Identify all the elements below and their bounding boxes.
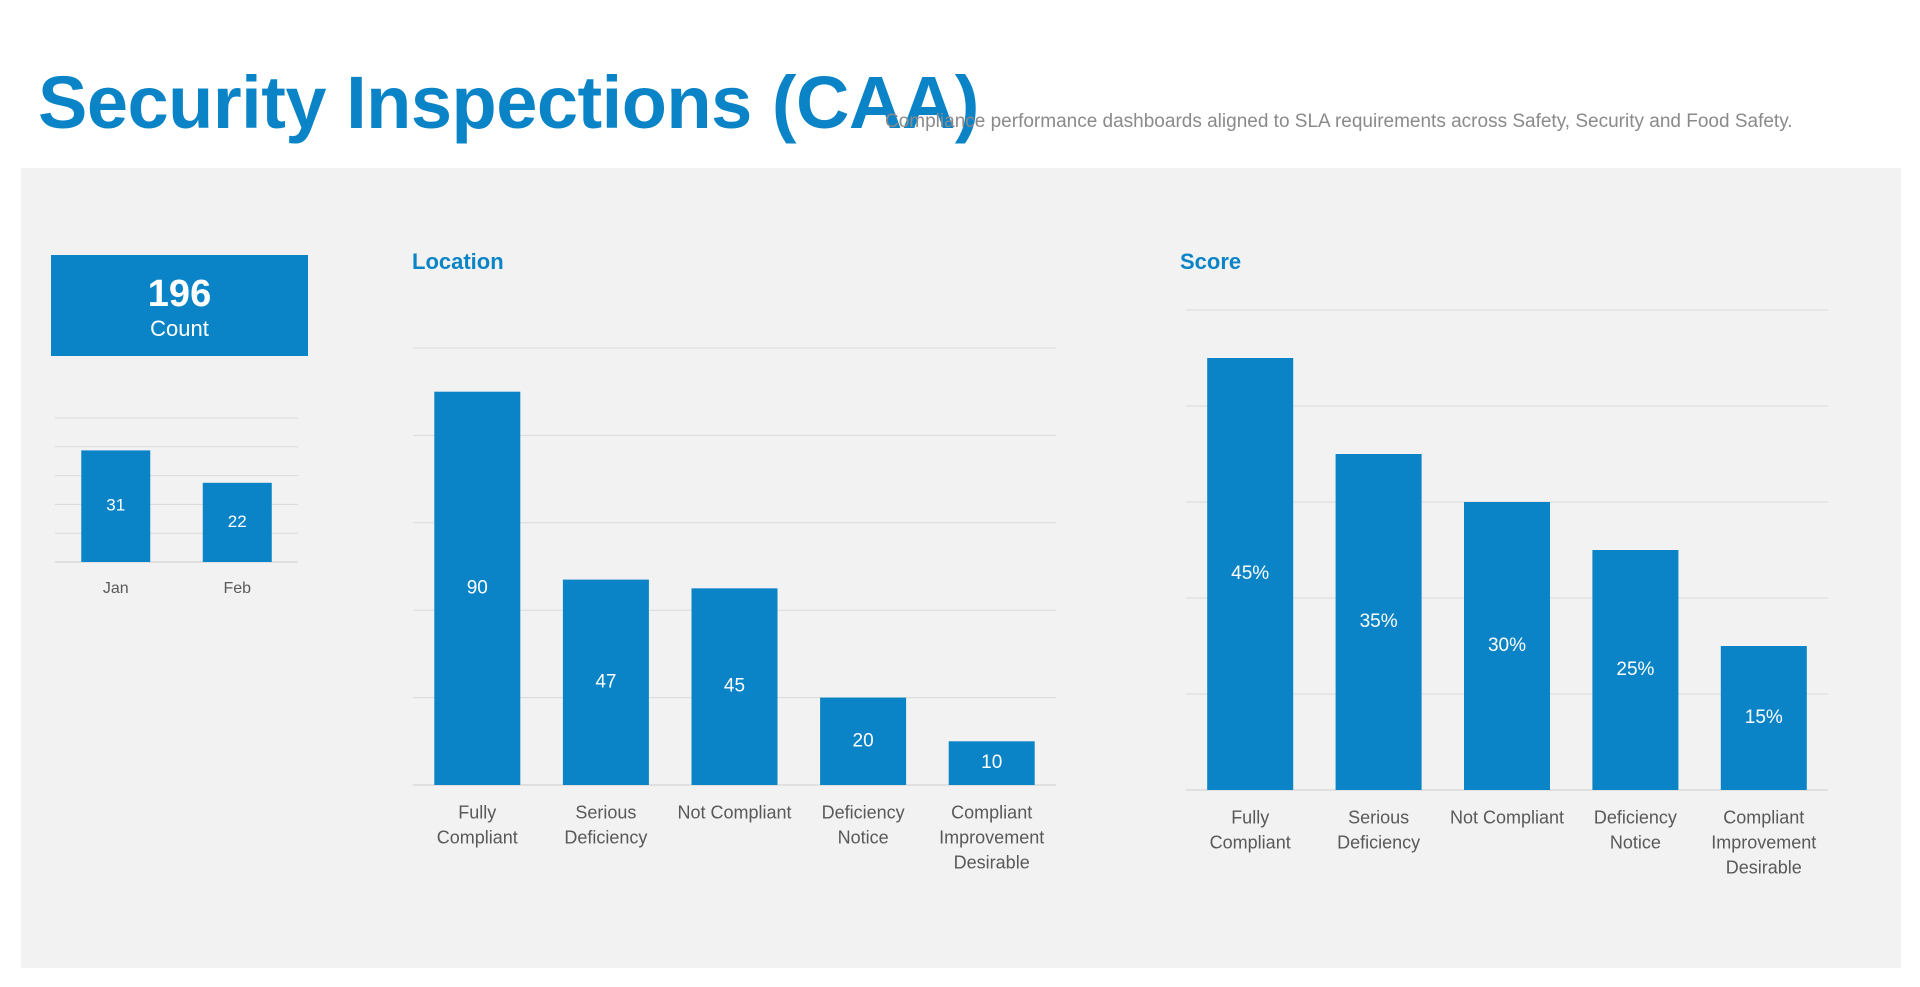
location-data-label: 45 [724,676,745,697]
monthly-data-label: 22 [228,512,247,531]
monthly-tick-label: Jan [103,580,129,597]
monthly-bar [202,482,272,562]
score-data-label: 35% [1360,611,1398,632]
location-tick-label-line: Deficiency [564,827,647,847]
page-title: Security Inspections (CAA) [38,61,979,144]
score-tick-label: Fully Compliant [1210,807,1291,852]
score-tick-label-line: Desirable [1726,857,1802,877]
location-tick-label-line: Desirable [954,852,1030,872]
score-tick-label: Not Compliant [1450,807,1564,827]
location-tick-label: Serious Deficiency [564,802,647,847]
location-data-label: 20 [853,730,874,751]
location-tick-label-line: Serious [575,802,636,822]
score-tick-label-line: Compliant [1210,832,1291,852]
location-data-label: 90 [467,577,488,598]
score-tick-label-line: Fully [1231,807,1269,827]
score-bar [1464,502,1550,790]
location-bar [562,579,649,785]
location-tick-label: Deficiency Notice [822,802,905,847]
location-tick-label-line: Not Compliant [677,802,791,822]
count-kpi-label: Count [150,316,209,341]
score-bar [1207,358,1294,790]
monthly-tick-label-line: Feb [223,580,251,597]
score-tick-label-line: Deficiency [1337,832,1420,852]
location-tick-label-line: Fully [458,802,496,822]
score-tick-label-line: Improvement [1711,832,1816,852]
location-tick-label: Not Compliant [677,802,791,822]
location-chart-title: Location [412,249,504,274]
dashboard-panel [21,168,1901,968]
location-tick-label-line: Deficiency [822,802,905,822]
score-tick-label-line: Not Compliant [1450,807,1564,827]
monthly-data-label: 31 [106,496,125,515]
page-subtitle: Compliance performance dashboards aligne… [885,111,1793,132]
score-bar [1335,454,1422,790]
location-tick-label-line: Compliant [437,827,518,847]
score-tick-label-line: Deficiency [1594,807,1677,827]
count-kpi-value: 196 [147,273,212,315]
score-bar [1592,550,1679,790]
location-tick-label-line: Notice [838,827,889,847]
location-data-label: 10 [981,752,1002,773]
score-data-label: 30% [1488,635,1526,656]
score-chart-title: Score [1180,249,1242,274]
monthly-bar [81,450,151,562]
location-tick-label: Fully Compliant [437,802,518,847]
monthly-tick-label-line: Jan [103,580,129,597]
score-tick-label: Compliant Improvement Desirable [1711,807,1816,877]
location-bar [434,391,521,785]
monthly-tick-label: Feb [223,580,251,597]
score-data-label: 25% [1616,659,1654,680]
score-tick-label-line: Serious [1348,807,1409,827]
location-bar [948,741,1035,785]
count-kpi-card: 196 Count [51,255,308,356]
location-tick-label: Compliant Improvement Desirable [939,802,1044,872]
score-data-label: 15% [1745,707,1783,728]
score-bar [1720,646,1807,790]
location-bar [820,697,907,785]
location-tick-label-line: Compliant [951,802,1032,822]
score-data-label: 45% [1231,563,1269,584]
score-tick-label-line: Compliant [1723,807,1804,827]
score-tick-label-line: Notice [1610,832,1661,852]
score-tick-label: Deficiency Notice [1594,807,1677,852]
location-tick-label-line: Improvement [939,827,1044,847]
score-tick-label: Serious Deficiency [1337,807,1420,852]
location-data-label: 47 [595,671,616,692]
location-bar [691,588,778,785]
